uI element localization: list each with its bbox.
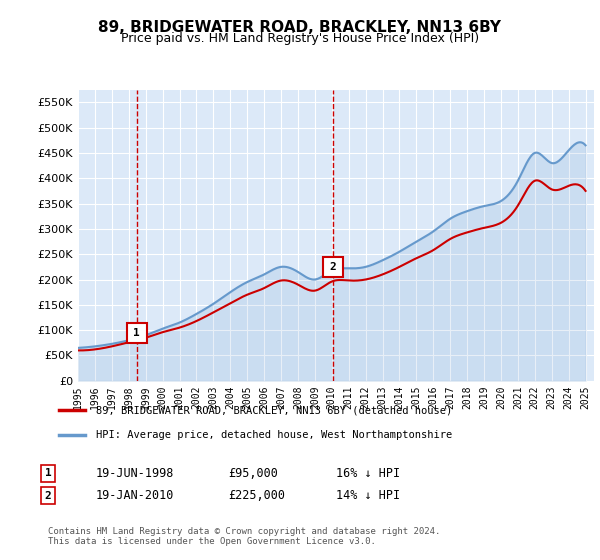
Text: 14% ↓ HPI: 14% ↓ HPI [336, 489, 400, 502]
Text: 16% ↓ HPI: 16% ↓ HPI [336, 466, 400, 480]
Text: 1: 1 [133, 328, 140, 338]
Text: 89, BRIDGEWATER ROAD, BRACKLEY, NN13 6BY (detached house): 89, BRIDGEWATER ROAD, BRACKLEY, NN13 6BY… [95, 405, 452, 416]
Text: £225,000: £225,000 [228, 489, 285, 502]
Text: 2: 2 [44, 491, 52, 501]
Text: 1: 1 [44, 468, 52, 478]
Text: 19-JUN-1998: 19-JUN-1998 [96, 466, 175, 480]
Text: £95,000: £95,000 [228, 466, 278, 480]
Text: Price paid vs. HM Land Registry's House Price Index (HPI): Price paid vs. HM Land Registry's House … [121, 32, 479, 45]
Text: HPI: Average price, detached house, West Northamptonshire: HPI: Average price, detached house, West… [95, 430, 452, 440]
Text: 89, BRIDGEWATER ROAD, BRACKLEY, NN13 6BY: 89, BRIDGEWATER ROAD, BRACKLEY, NN13 6BY [98, 20, 502, 35]
Text: 19-JAN-2010: 19-JAN-2010 [96, 489, 175, 502]
Text: 2: 2 [329, 262, 336, 272]
Text: Contains HM Land Registry data © Crown copyright and database right 2024.
This d: Contains HM Land Registry data © Crown c… [48, 526, 440, 546]
